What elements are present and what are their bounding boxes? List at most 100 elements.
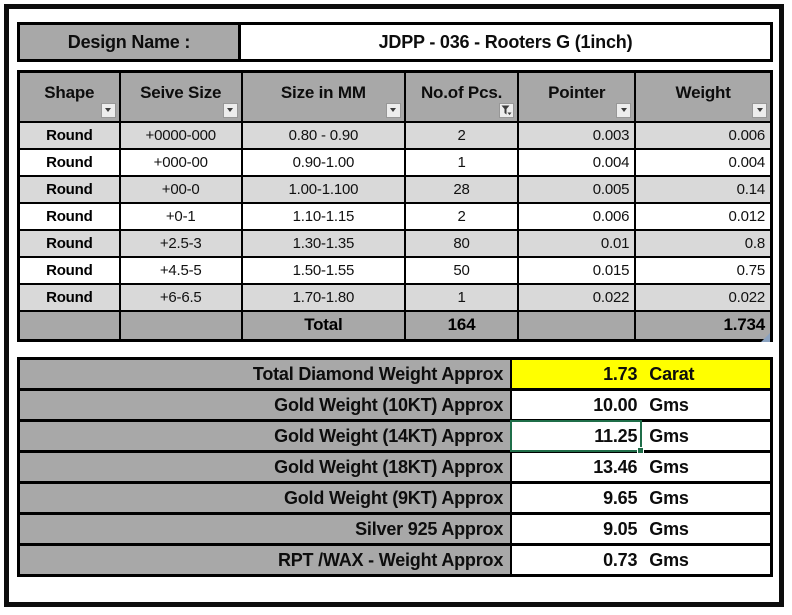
cell-weight[interactable]: 0.8: [634, 228, 773, 258]
cell-seive-size[interactable]: +4.5-5: [118, 255, 243, 285]
cell-pointer[interactable]: 0.022: [517, 282, 637, 312]
summary-label-cell[interactable]: Silver 925 Approx: [18, 512, 513, 546]
summary-value-cell[interactable]: 13.46: [511, 450, 641, 484]
cell-seive-size[interactable]: +2.5-3: [118, 228, 243, 258]
summary-unit-cell[interactable]: Gms: [640, 512, 772, 546]
cell-weight[interactable]: 0.14: [634, 174, 773, 204]
cell-no-of-pcs[interactable]: 1: [403, 147, 520, 177]
cell-no-of-pcs[interactable]: 2: [403, 120, 520, 150]
cell-size-in-mm[interactable]: 1.00-1.100: [240, 174, 406, 204]
summary-label-cell[interactable]: Gold Weight (14KT) Approx: [18, 419, 513, 453]
header-label: Size in MM: [280, 82, 366, 102]
summary-label-cell[interactable]: Gold Weight (9KT) Approx: [18, 481, 513, 515]
cell-size-in-mm[interactable]: 1.30-1.35: [240, 228, 406, 258]
cell-pointer[interactable]: 0.006: [517, 201, 637, 231]
summary-label-cell[interactable]: Gold Weight (10KT) Approx: [18, 388, 513, 422]
total-weight-cell[interactable]: 1.734: [634, 309, 773, 342]
summary-unit-cell[interactable]: Gms: [640, 388, 772, 422]
filter-button-weight[interactable]: [752, 102, 767, 118]
parts-table: Shape Seive Size Size in MM No.of Pcs.: [17, 70, 773, 342]
header-cell-shape[interactable]: Shape: [17, 70, 121, 123]
cell-no-of-pcs[interactable]: 2: [403, 201, 520, 231]
total-label-cell[interactable]: Total: [240, 309, 406, 342]
summary-label-cell[interactable]: Total Diamond Weight Approx: [18, 357, 513, 391]
cell-weight[interactable]: 0.006: [634, 120, 773, 150]
cell-seive-size[interactable]: +0000-000: [118, 120, 243, 150]
cell-shape[interactable]: Round: [17, 228, 121, 258]
summary-value-cell[interactable]: 10.00: [511, 388, 641, 422]
header-cell-seive-size[interactable]: Seive Size: [118, 70, 243, 123]
cell-size-in-mm[interactable]: 1.10-1.15: [240, 201, 406, 231]
cell-weight[interactable]: 0.75: [634, 255, 773, 285]
summary-value-cell[interactable]: 9.65: [511, 481, 641, 515]
summary-unit-cell[interactable]: Gms: [640, 543, 772, 577]
table-row: Round +2.5-3 1.30-1.35 80 0.01 0.8: [17, 228, 773, 258]
cell-shape[interactable]: Round: [17, 201, 121, 231]
summary-unit-cell[interactable]: Gms: [640, 450, 772, 484]
summary-unit-cell[interactable]: Gms: [640, 481, 772, 515]
cell-seive-size[interactable]: +0-1: [118, 201, 243, 231]
summary-label-cell[interactable]: RPT /WAX - Weight Approx: [18, 543, 513, 577]
filter-button-shape[interactable]: [100, 102, 116, 118]
total-pcs-cell[interactable]: 164: [403, 309, 520, 342]
table-row: Round +000-00 0.90-1.00 1 0.004 0.004: [17, 147, 773, 177]
cell-pointer[interactable]: 0.01: [517, 228, 637, 258]
design-name-value-cell[interactable]: JDPP - 036 - Rooters G (1inch): [241, 25, 770, 59]
cell-pointer[interactable]: 0.005: [517, 174, 637, 204]
cell-seive-size[interactable]: +00-0: [118, 174, 243, 204]
filter-button-seive-size[interactable]: [222, 102, 238, 118]
cell-weight[interactable]: 0.012: [634, 201, 773, 231]
cell-pointer[interactable]: 0.003: [517, 120, 637, 150]
cell-empty[interactable]: [17, 309, 121, 342]
table-row: Round +00-0 1.00-1.100 28 0.005 0.14: [17, 174, 773, 204]
summary-row-gold-10kt: Gold Weight (10KT) Approx 10.00 Gms: [18, 388, 772, 422]
weight-summary-table: Total Diamond Weight Approx 1.73 Carat G…: [17, 357, 773, 577]
summary-row-silver-925: Silver 925 Approx 9.05 Gms: [18, 512, 772, 546]
cell-seive-size[interactable]: +6-6.5: [118, 282, 243, 312]
table-row: Round +0-1 1.10-1.15 2 0.006 0.012: [17, 201, 773, 231]
cell-size-in-mm[interactable]: 0.80 - 0.90: [240, 120, 406, 150]
summary-value-cell[interactable]: 0.73: [511, 543, 641, 577]
fill-handle[interactable]: [637, 447, 645, 454]
header-label: Shape: [44, 82, 95, 102]
cell-no-of-pcs[interactable]: 50: [403, 255, 520, 285]
cell-seive-size[interactable]: +000-00: [118, 147, 243, 177]
summary-unit-cell[interactable]: Gms: [640, 419, 772, 453]
chevron-down-icon: [756, 108, 763, 112]
image-anchor-artifact: [761, 333, 770, 342]
cell-empty[interactable]: [118, 309, 243, 342]
summary-row-gold-18kt: Gold Weight (18KT) Approx 13.46 Gms: [18, 450, 772, 484]
cell-shape[interactable]: Round: [17, 282, 121, 312]
summary-label-cell[interactable]: Gold Weight (18KT) Approx: [18, 450, 513, 484]
cell-empty[interactable]: [517, 309, 637, 342]
summary-value-cell[interactable]: 9.05: [511, 512, 641, 546]
cell-shape[interactable]: Round: [17, 147, 121, 177]
cell-size-in-mm[interactable]: 1.70-1.80: [240, 282, 406, 312]
chevron-down-icon: [620, 108, 627, 112]
header-cell-pointer[interactable]: Pointer: [517, 70, 637, 123]
header-cell-size-in-mm[interactable]: Size in MM: [240, 70, 406, 123]
cell-no-of-pcs[interactable]: 1: [403, 282, 520, 312]
design-name-label-cell[interactable]: Design Name :: [20, 25, 241, 59]
filter-button-size-in-mm[interactable]: [385, 102, 401, 118]
cell-pointer[interactable]: 0.015: [517, 255, 637, 285]
summary-unit-cell[interactable]: Carat: [640, 357, 772, 391]
summary-value-cell[interactable]: 1.73: [511, 357, 641, 391]
cell-weight[interactable]: 0.022: [634, 282, 773, 312]
cell-no-of-pcs[interactable]: 28: [403, 174, 520, 204]
cell-size-in-mm[interactable]: 1.50-1.55: [240, 255, 406, 285]
header-cell-no-of-pcs[interactable]: No.of Pcs.: [403, 70, 520, 123]
cell-shape[interactable]: Round: [17, 120, 121, 150]
cell-weight[interactable]: 0.004: [634, 147, 773, 177]
header-label: Weight: [675, 82, 731, 102]
design-name-bar: Design Name : JDPP - 036 - Rooters G (1i…: [17, 22, 773, 62]
filter-button-no-of-pcs[interactable]: [499, 102, 515, 118]
cell-shape[interactable]: Round: [17, 255, 121, 285]
cell-pointer[interactable]: 0.004: [517, 147, 637, 177]
cell-no-of-pcs[interactable]: 80: [403, 228, 520, 258]
cell-shape[interactable]: Round: [17, 174, 121, 204]
cell-size-in-mm[interactable]: 0.90-1.00: [240, 147, 406, 177]
header-cell-weight[interactable]: Weight: [634, 70, 773, 123]
filter-button-pointer[interactable]: [616, 102, 632, 118]
summary-value-cell-selected[interactable]: 11.25: [510, 419, 645, 454]
